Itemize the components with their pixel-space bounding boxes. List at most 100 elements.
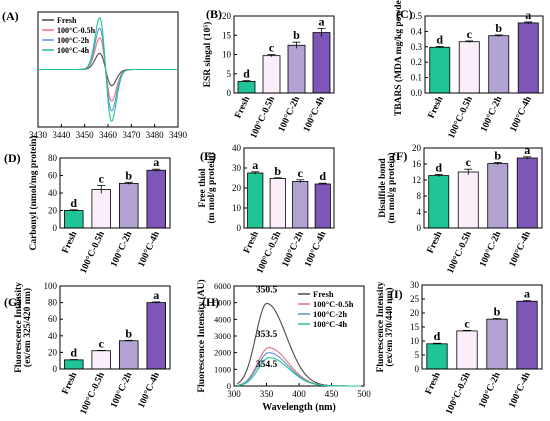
x-tick-label: 3460 bbox=[99, 130, 118, 140]
category-label: 100°C-2h bbox=[477, 370, 503, 410]
bar-I-3 bbox=[516, 300, 538, 370]
category-label: Fresh bbox=[61, 229, 80, 255]
category-label: 100°C-0.5h bbox=[444, 370, 473, 416]
significance-letter: c bbox=[298, 166, 304, 180]
category-label: Fresh bbox=[233, 94, 252, 120]
y-tick-label: 40 bbox=[48, 188, 58, 198]
significance-letter: b bbox=[495, 21, 502, 35]
category-label: 100°C-2h bbox=[276, 94, 302, 134]
category-label: 100°C-4h bbox=[507, 229, 533, 269]
legend-label: 100°C-4h bbox=[57, 46, 90, 55]
category-label: 100°C-0.5h bbox=[446, 94, 475, 140]
y-tick-label: 0 bbox=[53, 364, 58, 374]
legend-label: Fresh bbox=[57, 16, 77, 25]
y-tick-label: 30 bbox=[232, 163, 242, 173]
peak-annotation: 354.5 bbox=[256, 360, 278, 370]
category-label: 100°C-4h bbox=[136, 370, 162, 410]
panel-I: (I) d Fresh c 100°C-0.5h b 100°C-2h a 100°C-4h 0 5… bbox=[376, 280, 543, 416]
y-tick-label: 0 bbox=[227, 381, 231, 391]
y-axis-label: Fluorescence Intensity (AU) bbox=[196, 279, 207, 392]
plot-frame-F bbox=[423, 147, 543, 229]
significance-letter: a bbox=[252, 158, 258, 172]
x-tick-label: 3470 bbox=[122, 130, 141, 140]
y-axis-label: (ex/em 370/440 nm) bbox=[384, 287, 395, 366]
panel-label: (B) bbox=[206, 7, 222, 21]
y-tick-label: 3000 bbox=[214, 331, 231, 341]
panel-A: (A)3430 3440 3450 3460 3470 3480 3490Fresh100°… bbox=[2, 9, 188, 140]
significance-letter: d bbox=[70, 196, 77, 210]
category-label: Fresh bbox=[426, 229, 445, 255]
significance-letter: a bbox=[153, 288, 159, 302]
y-tick-label: 4000 bbox=[214, 314, 231, 324]
category-label: 100°C-0.5h bbox=[248, 94, 277, 140]
panel-D: (D) d Fresh c 100°C-0.5h b 100°C-2h a 100°C-4h 0 2… bbox=[4, 136, 171, 275]
bar-E-3 bbox=[314, 183, 331, 229]
significance-letter: d bbox=[319, 169, 326, 183]
peak-annotation: 353.5 bbox=[256, 330, 278, 340]
y-axis-label: Disulfide bond bbox=[378, 158, 388, 218]
significance-letter: d bbox=[436, 32, 443, 46]
category-label: 100°C-0.5h bbox=[445, 229, 474, 275]
bar-D-2 bbox=[119, 182, 139, 229]
significance-letter: c bbox=[467, 27, 473, 41]
significance-letter: a bbox=[153, 155, 159, 169]
y-tick-label: 20 bbox=[232, 183, 242, 193]
y-axis-label: (m mol/g protein) bbox=[386, 152, 397, 223]
y-tick-label: 0.5 bbox=[411, 11, 423, 21]
bar-I-2 bbox=[486, 318, 508, 370]
category-label: 100°C-4h bbox=[136, 229, 162, 269]
bar-F-3 bbox=[516, 157, 538, 229]
legend-label: 100°C-4h bbox=[313, 319, 347, 329]
category-label: Fresh bbox=[242, 229, 261, 255]
y-tick-label: 15 bbox=[222, 30, 232, 40]
significance-letter: c bbox=[466, 155, 472, 169]
bar-C-1 bbox=[458, 41, 480, 94]
panel-label: (I) bbox=[390, 287, 403, 301]
y-axis-label: Carbonyl (nmol/mg protein) bbox=[28, 136, 39, 251]
category-label: Fresh bbox=[424, 370, 443, 396]
y-tick-label: 10 bbox=[232, 203, 242, 213]
significance-letter: c bbox=[99, 336, 105, 350]
category-label: Fresh bbox=[61, 370, 80, 396]
panel-label: (F) bbox=[392, 149, 407, 163]
significance-letter: d bbox=[435, 160, 442, 174]
bar-D-3 bbox=[146, 169, 166, 229]
y-tick-label: 15 bbox=[410, 322, 420, 332]
category-label: Fresh bbox=[427, 94, 446, 120]
category-label: 100°C-0.5h bbox=[78, 370, 107, 416]
bar-C-0 bbox=[429, 46, 451, 94]
y-axis-label: (m mol/g protein) bbox=[206, 152, 217, 223]
y-tick-label: 10 bbox=[222, 50, 232, 60]
y-tick-label: 16 bbox=[412, 159, 422, 169]
legend-label: 100°C-2h bbox=[313, 309, 347, 319]
panel-C: (C) d Fresh c 100°C-0.5h b 100°C-2h a 100°C-4h 0.… bbox=[393, 0, 544, 140]
y-tick-label: 20 bbox=[222, 11, 232, 21]
y-tick-label: 40 bbox=[48, 331, 58, 341]
panel-label: (H) bbox=[202, 295, 219, 309]
y-tick-label: 2000 bbox=[214, 348, 231, 358]
category-label: 100°C-4h bbox=[507, 370, 533, 410]
bar-C-2 bbox=[488, 35, 510, 94]
x-tick-label: 450 bbox=[325, 389, 339, 399]
bar-F-2 bbox=[487, 163, 509, 229]
y-tick-label: 5000 bbox=[214, 298, 231, 308]
y-tick-label: 60 bbox=[48, 171, 58, 181]
y-tick-label: 80 bbox=[48, 298, 58, 308]
y-tick-label: 0.1 bbox=[411, 73, 422, 83]
y-axis-label: (ex/em 325/420 nm) bbox=[22, 288, 33, 367]
y-tick-label: 4 bbox=[417, 207, 422, 217]
bar-B-3 bbox=[312, 32, 331, 94]
bar-I-1 bbox=[456, 330, 478, 370]
bar-E-2 bbox=[292, 180, 309, 229]
significance-letter: a bbox=[525, 8, 531, 22]
significance-letter: d bbox=[243, 67, 250, 81]
y-tick-label: 12 bbox=[412, 175, 421, 185]
y-tick-label: 10 bbox=[410, 336, 420, 346]
panel-label: (E) bbox=[200, 149, 216, 163]
significance-letter: c bbox=[99, 172, 105, 186]
y-tick-label: 20 bbox=[48, 206, 58, 216]
significance-letter: a bbox=[319, 14, 325, 28]
y-tick-label: 0 bbox=[53, 223, 58, 233]
panel-F: (F) d Fresh c 100°C-0.5h b 100°C-2h a 100°C-4h 0 4… bbox=[378, 143, 543, 275]
